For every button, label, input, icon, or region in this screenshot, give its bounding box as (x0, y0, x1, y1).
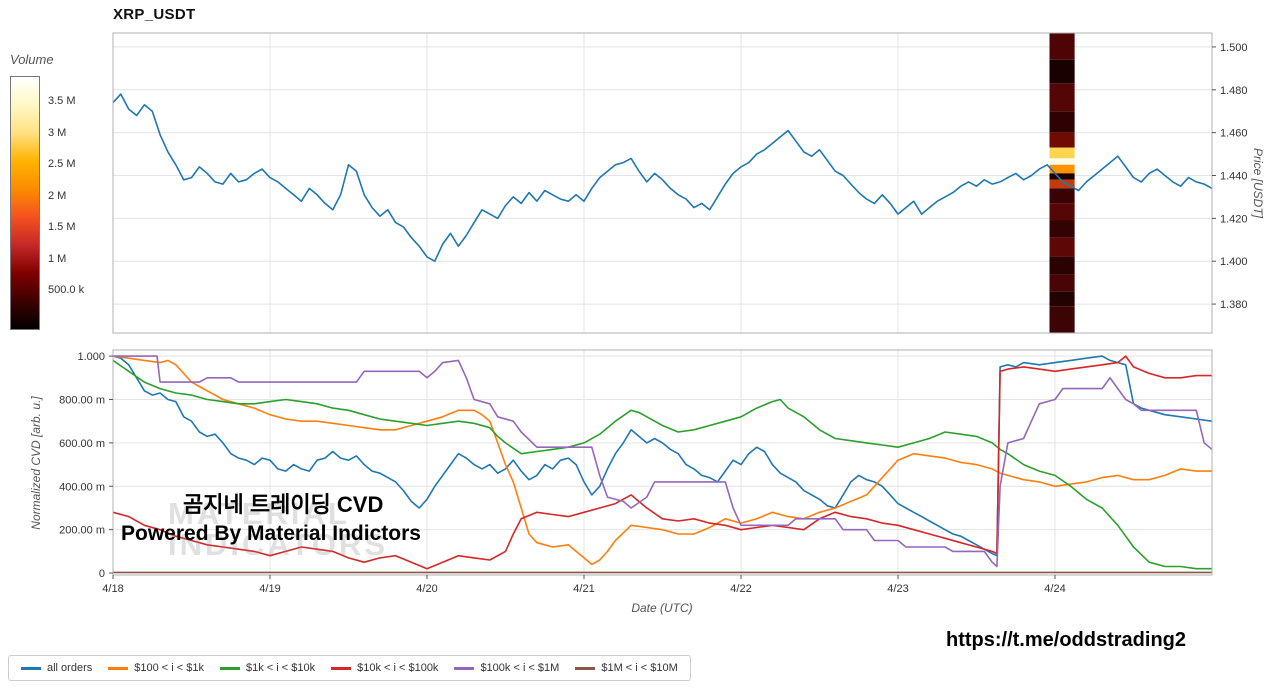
legend-swatch (21, 666, 41, 670)
legend-label: $10k < i < $100k (357, 662, 439, 674)
legend-swatch (219, 666, 240, 670)
legend-item: $1k < i < $10k (219, 662, 316, 674)
legend-swatch (331, 666, 352, 670)
cvd-legend: all orders $100 < i < $1k $1k < i < $10k $1… (8, 655, 691, 681)
colorbar-tick-label: 2.5 M (48, 158, 76, 170)
y-tick-label: 800.00 m (59, 394, 105, 406)
colorbar-gradient (10, 76, 40, 330)
y-tick-label: 600.00 m (59, 438, 105, 450)
x-tick-label: 4/19 (259, 583, 280, 595)
legend-item: $10k < i < $100k (331, 662, 438, 674)
legend-label: $1k < i < $10k (245, 662, 316, 674)
legend-label: all orders (47, 662, 93, 674)
colorbar-tick-label: 500.0 k (48, 284, 85, 296)
series--1k-i-10k (113, 359, 1212, 570)
x-axis-ticks: 4/18 4/19 4/20 4/21 4/22 4/23 4/24 (102, 575, 1066, 595)
x-tick-label: 4/20 (416, 583, 437, 595)
legend-swatch (108, 666, 129, 670)
x-tick-label: 4/23 (887, 583, 908, 595)
legend-label: $100 < i < $1k (134, 662, 204, 674)
chart-title: XRP_USDT (113, 6, 196, 23)
y-tick-label: 1.480 (1220, 85, 1248, 97)
watermark-korean-text: 곰지네 트레이딩 CVD (183, 492, 384, 517)
logo-watermark-line1: MATERIAL (168, 496, 350, 531)
legend-item: $100 < i < $1k (108, 662, 204, 674)
y-tick-label: 1.460 (1220, 128, 1248, 140)
grid (112, 33, 1212, 333)
x-tick-label: 4/21 (573, 583, 594, 595)
cvd-axis-title: Normalized CVD [arb. u.] (29, 396, 43, 530)
x-tick-label: 4/22 (730, 583, 751, 595)
legend-label: $100k < i < $1M (480, 662, 560, 674)
plot-frame (112, 349, 1213, 576)
y-axis-ticks: 0 200.00 m 400.00 m 600.00 m 800.00 m 1.000 (59, 351, 113, 580)
colorbar-title: Volume (10, 52, 54, 67)
legend-item: $1M < i < $10M (575, 662, 678, 674)
colorbar-tick-label: 3.5 M (48, 95, 76, 107)
colorbar-tick-label: 1 M (48, 252, 67, 265)
price-axis-title: Price [USDT] (1251, 147, 1265, 219)
material-indicators-logo-watermark: MATERIAL INDICATORS (168, 498, 388, 560)
x-axis-title: Date (UTC) (631, 601, 693, 615)
x-tick-label: 4/24 (1044, 583, 1065, 595)
cvd-chart: 0 200.00 m 400.00 m 600.00 m 800.00 m 1.000 4/… (59, 349, 1213, 595)
colorbar-tick-label: 3 M (48, 126, 67, 139)
volume-heatmap-column (1049, 33, 1075, 333)
y-tick-label: 1.420 (1220, 213, 1248, 225)
x-tick-label: 4/18 (102, 583, 123, 595)
plot-frame (112, 32, 1213, 334)
legend-swatch (454, 666, 475, 670)
volume-colorbar: Volume 3.5 M 3 M 2.5 M 2 M 1.5 M 1 M 500.0 k (8, 52, 120, 348)
y-tick-label: 1.440 (1220, 171, 1248, 183)
price-chart: 1.380 1.400 1.420 1.440 1.460 1.480 1.500 (112, 32, 1248, 334)
legend-item: all orders (21, 662, 92, 674)
y-tick-label: 400.00 m (59, 481, 105, 493)
y-axis-ticks: 1.380 1.400 1.420 1.440 1.460 1.480 1.500 (1212, 42, 1248, 311)
telegram-url-text: https://t.me/oddstrading2 (946, 629, 1186, 651)
colorbar-tick-label: 1.5 M (48, 221, 76, 233)
y-tick-label: 1.380 (1220, 299, 1248, 311)
series--10k-i-100k (113, 355, 1212, 570)
legend-label: $1M < i < $10M (601, 662, 678, 674)
y-tick-label: 200.00 m (59, 525, 105, 537)
y-tick-label: 1.000 (77, 351, 105, 363)
series-xrp-usdt-price (113, 93, 1212, 262)
legend-item: $100k < i < $1M (454, 662, 559, 674)
series-all-orders (113, 355, 1212, 557)
y-tick-label: 1.500 (1220, 42, 1248, 54)
watermark-powered-by-text: Powered By Material Indictors (121, 522, 421, 545)
logo-watermark-line2: INDICATORS (168, 527, 389, 562)
series--100k-i-1m (113, 355, 1212, 568)
colorbar-tick-label: 2 M (48, 189, 67, 202)
y-tick-label: 0 (99, 568, 105, 580)
legend-swatch (575, 666, 596, 670)
y-tick-label: 1.400 (1220, 256, 1248, 268)
